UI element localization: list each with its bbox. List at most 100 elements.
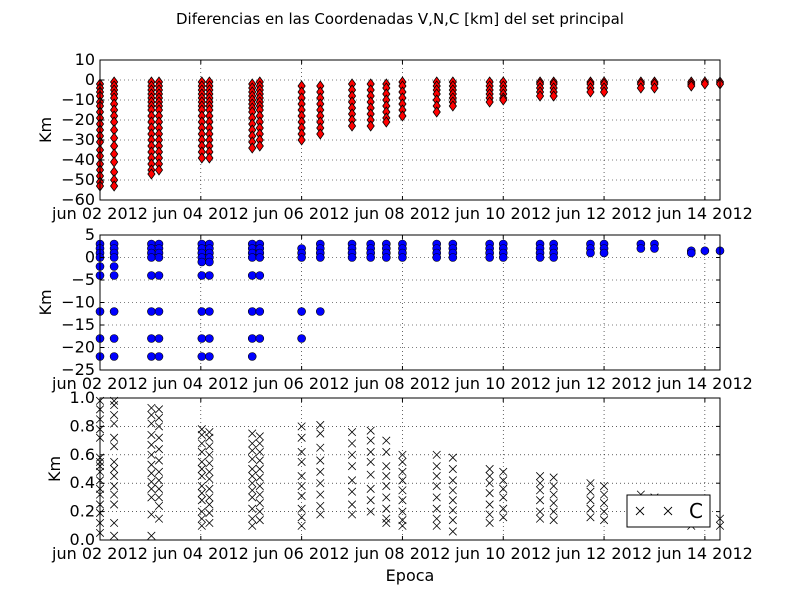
- data-point: [586, 504, 595, 513]
- data-point: [197, 439, 206, 448]
- x-tick-label: jun 14 2012: [656, 204, 753, 223]
- data-point: [147, 493, 156, 502]
- y-tick-label: −10: [61, 90, 95, 109]
- data-point: [297, 481, 306, 491]
- data-point: [154, 352, 164, 361]
- data-point: [110, 518, 119, 528]
- x-tick-label: jun 06 2012: [253, 204, 350, 223]
- data-point: [499, 467, 508, 476]
- data-point: [255, 498, 264, 508]
- data-point: [382, 436, 391, 445]
- data-point: [398, 496, 407, 505]
- data-point: [154, 433, 164, 442]
- data-point: [205, 427, 214, 437]
- y-tick-label: −20: [61, 338, 95, 357]
- data-point: [499, 493, 508, 502]
- data-point: [316, 510, 325, 519]
- data-point: [535, 472, 545, 481]
- data-point: [398, 486, 407, 495]
- data-point: [485, 518, 494, 528]
- data-point: [432, 462, 441, 471]
- data-point: [154, 493, 164, 502]
- data-point: [549, 490, 558, 499]
- data-point: [432, 472, 441, 481]
- data-point: [205, 307, 214, 316]
- data-point: [205, 271, 214, 280]
- y-tick-label: 0.6: [70, 445, 95, 464]
- data-point: [448, 496, 457, 505]
- data-point: [197, 425, 206, 434]
- data-point: [398, 457, 407, 466]
- data-point: [205, 500, 214, 509]
- data-point: [315, 253, 325, 262]
- data-point: [110, 490, 119, 499]
- data-point: [382, 481, 391, 491]
- data-point: [197, 430, 206, 440]
- data-point: [687, 80, 696, 92]
- data-point: [205, 459, 214, 468]
- data-point: [197, 514, 206, 523]
- data-point: [109, 352, 119, 361]
- data-point: [316, 420, 325, 430]
- data-point: [316, 429, 325, 438]
- y-axis-label: Km: [36, 289, 55, 315]
- figure-title: Diferencias en las Coordenadas V,N,C [km…: [176, 10, 624, 28]
- data-point: [297, 334, 306, 343]
- y-tick-label: −10: [61, 293, 95, 312]
- data-point: [448, 100, 457, 112]
- data-point: [255, 473, 264, 482]
- data-point: [197, 152, 206, 164]
- y-tick-label: −25: [61, 360, 95, 379]
- data-point: [398, 253, 407, 262]
- x-tick-label: jun 08 2012: [353, 374, 450, 393]
- y-tick-label: 1.0: [70, 388, 95, 407]
- data-point: [549, 516, 558, 525]
- x-tick-label: jun 02 2012: [51, 204, 148, 223]
- data-point: [599, 490, 609, 499]
- data-point: [485, 253, 494, 262]
- data-point: [366, 426, 375, 435]
- data-point: [297, 422, 306, 431]
- data-point: [154, 467, 164, 476]
- data-point: [147, 352, 156, 361]
- data-point: [109, 271, 119, 280]
- data-point: [255, 507, 264, 516]
- data-point: [154, 501, 164, 511]
- data-point: [147, 168, 156, 180]
- data-point: [255, 516, 264, 525]
- data-point: [154, 164, 164, 176]
- data-point: [147, 460, 156, 469]
- data-point: [366, 253, 375, 262]
- data-point: [398, 467, 407, 476]
- data-point: [248, 521, 257, 530]
- data-point: [485, 489, 494, 498]
- data-point: [535, 514, 545, 523]
- data-point: [205, 152, 214, 164]
- data-point: [110, 481, 119, 491]
- data-point: [197, 464, 206, 474]
- y-tick-label: −30: [61, 130, 95, 149]
- data-point: [255, 432, 264, 441]
- data-point: [205, 433, 214, 442]
- data-point: [147, 531, 156, 540]
- data-point: [347, 450, 357, 459]
- data-point: [398, 507, 407, 516]
- data-point: [110, 180, 119, 192]
- data-point: [297, 447, 306, 457]
- data-point: [197, 521, 206, 530]
- data-point: [248, 439, 257, 448]
- data-point: [248, 429, 257, 438]
- data-point: [248, 504, 257, 513]
- data-point: [147, 469, 156, 478]
- data-point: [700, 246, 710, 256]
- data-point: [197, 307, 207, 316]
- data-point: [347, 427, 357, 437]
- x-tick-label: jun 02 2012: [51, 544, 148, 563]
- data-point: [297, 491, 306, 501]
- data-point: [382, 116, 391, 128]
- data-point: [535, 479, 545, 488]
- data-point: [432, 106, 441, 118]
